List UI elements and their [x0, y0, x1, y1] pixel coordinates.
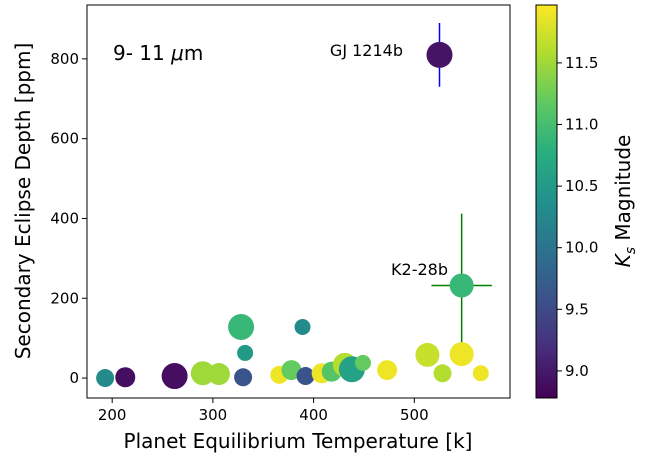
data-point [237, 344, 254, 361]
colorbar-tick-label: 9.0 [565, 362, 589, 380]
y-tick-label: 0 [69, 369, 79, 387]
x-axis-label: Planet Equilibrium Temperature [k] [124, 429, 473, 453]
colorbar-tick-label: 11.0 [565, 116, 598, 134]
x-axis-ticks: 200 300 400 500 [98, 398, 429, 424]
plot-area-frame [86, 4, 511, 399]
data-point [190, 361, 215, 386]
data-point [449, 273, 474, 298]
annotation-mu: μ [170, 41, 184, 65]
colorbar-ticks: 9.0 9.5 10.0 10.5 11.0 11.5 [557, 54, 598, 380]
data-point [234, 368, 253, 387]
data-point [354, 354, 371, 371]
y-tick-label: 400 [50, 209, 79, 227]
error-bars [431, 22, 492, 356]
colorbar [535, 4, 558, 399]
data-point [96, 369, 115, 388]
y-tick-label: 200 [50, 289, 79, 307]
colorbar-label-sub: s [623, 247, 639, 254]
colorbar-label-rest: Magnitude [611, 135, 635, 247]
y-tick-label: 800 [50, 50, 79, 68]
colorbar-tick-label: 10.0 [565, 239, 598, 257]
data-point [207, 363, 230, 386]
data-point [281, 360, 302, 381]
y-tick-label: 600 [50, 130, 79, 148]
wavelength-annotation: 9- 11 μm [113, 41, 203, 65]
colorbar-tick-label: 9.5 [565, 300, 589, 318]
data-point [449, 342, 474, 367]
data-point [415, 342, 440, 367]
x-tick-label: 400 [299, 406, 328, 424]
x-tick-label: 300 [199, 406, 228, 424]
x-tick-label: 500 [400, 406, 429, 424]
data-point [296, 367, 315, 386]
data-point [161, 363, 188, 390]
data-point [115, 367, 136, 388]
y-axis-label: Secondary Eclipse Depth [ppm] [11, 43, 35, 360]
annotation-suffix: m [184, 41, 203, 65]
annotation-prefix: 9- 11 [113, 41, 171, 65]
y-axis-ticks: 0 200 400 600 800 [50, 50, 87, 387]
colorbar-tick-label: 11.5 [565, 54, 598, 72]
label-gj-1214b: GJ 1214b [330, 41, 403, 60]
x-tick-label: 200 [98, 406, 127, 424]
data-points [96, 41, 489, 390]
data-point [472, 365, 489, 382]
label-k2-28b: K2-28b [391, 260, 448, 279]
colorbar-label-k: K [611, 252, 635, 267]
colorbar-label: Ks Magnitude [611, 135, 639, 268]
data-point [377, 360, 398, 381]
data-point [294, 318, 311, 335]
colorbar-tick-label: 10.5 [565, 177, 598, 195]
data-point [433, 364, 452, 383]
data-point [228, 313, 255, 340]
data-point [426, 41, 453, 68]
